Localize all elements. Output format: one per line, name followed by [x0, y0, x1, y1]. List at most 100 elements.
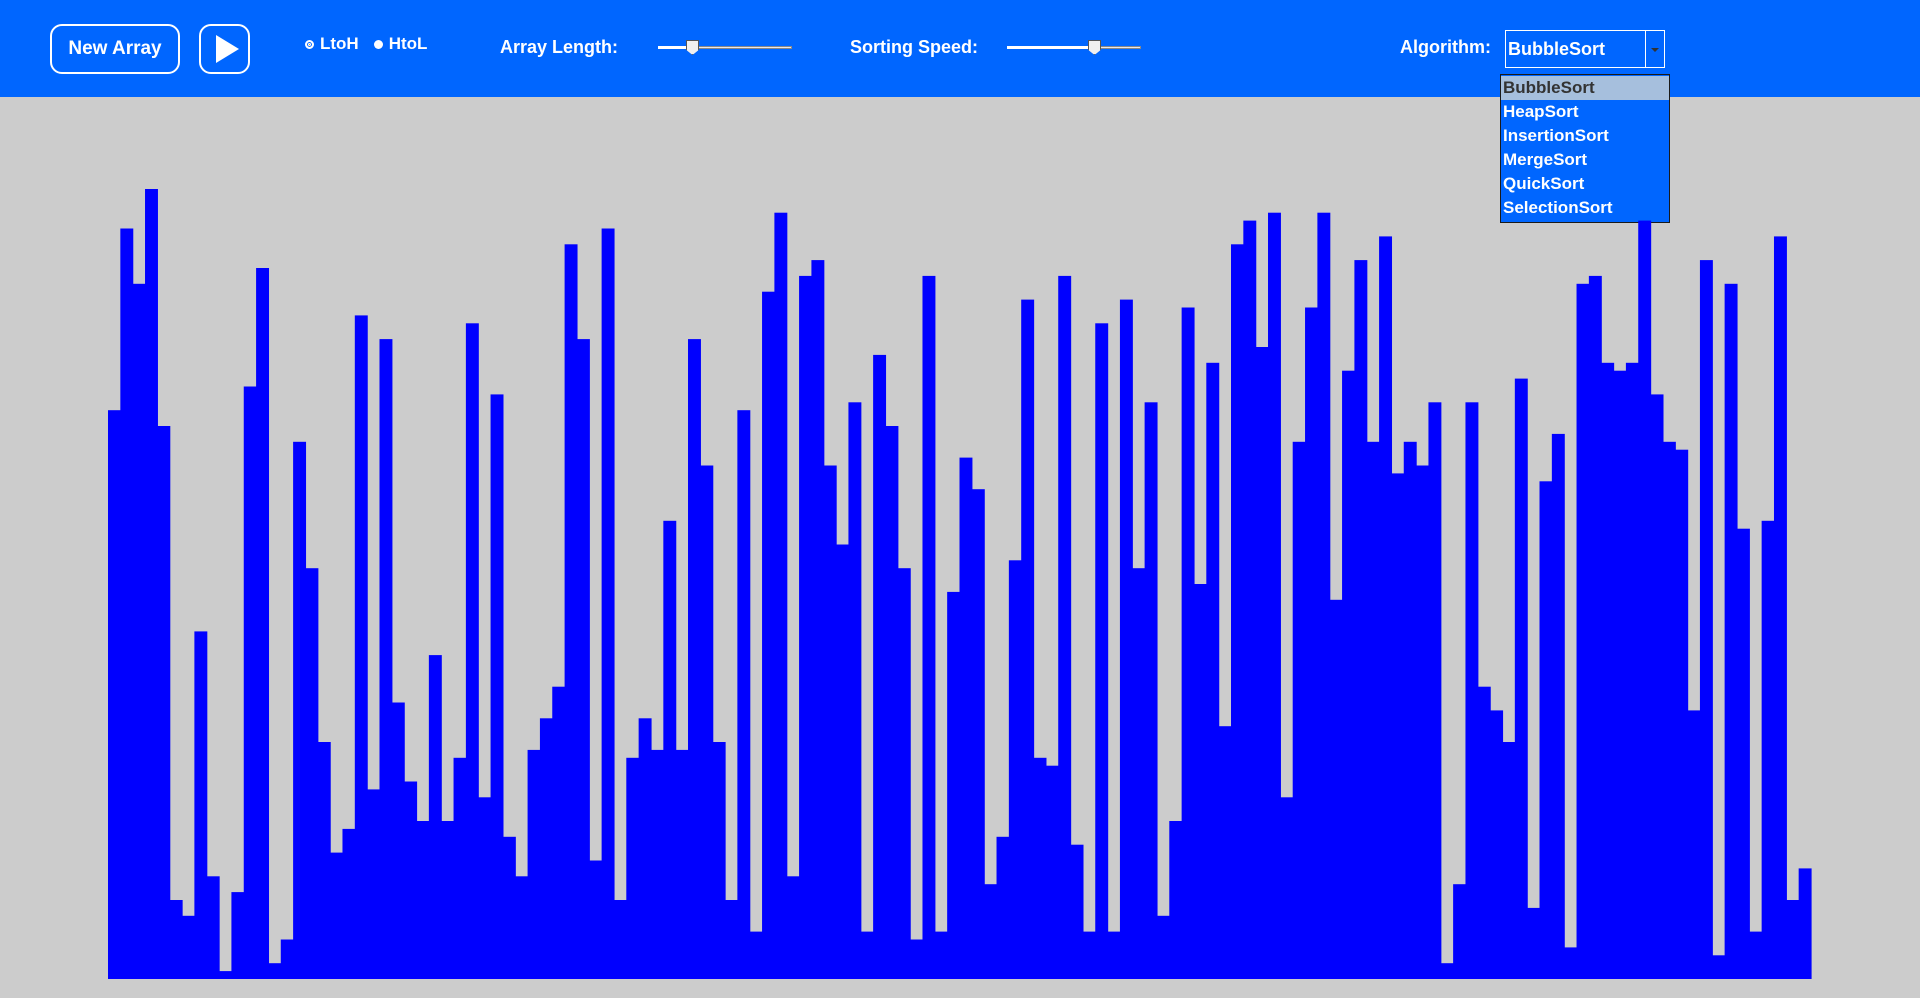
array-bar: [959, 457, 973, 980]
array-bar: [1206, 362, 1220, 979]
algorithm-option-bubblesort[interactable]: BubbleSort: [1501, 76, 1669, 100]
sorting-speed-slider[interactable]: [1007, 40, 1141, 56]
array-bar: [1070, 844, 1084, 979]
array-bar: [1008, 560, 1022, 979]
array-bar: [848, 402, 862, 979]
array-bar: [786, 876, 800, 979]
ltoh-label[interactable]: LtoH: [320, 34, 359, 53]
array-bar: [1613, 370, 1627, 979]
array-bar: [774, 212, 788, 979]
array-bar: [305, 568, 319, 979]
array-bar: [182, 915, 195, 979]
array-bar: [317, 742, 331, 979]
algorithm-select[interactable]: BubbleSort: [1505, 30, 1665, 68]
array-bar: [1156, 915, 1170, 979]
array-bar: [1218, 726, 1232, 979]
array-bar: [626, 757, 640, 979]
array-bar: [1391, 473, 1405, 979]
array-bar: [712, 742, 726, 979]
play-button[interactable]: [199, 24, 250, 74]
array-bar: [1502, 742, 1516, 979]
array-bar: [428, 655, 442, 979]
sorting-speed-thumb[interactable]: [1088, 40, 1101, 55]
array-bar: [453, 757, 467, 979]
array-bar: [539, 718, 553, 979]
array-bar: [1354, 260, 1368, 980]
array-length-label: Array Length:: [500, 37, 619, 57]
array-bar: [1021, 299, 1035, 980]
array-bar: [1687, 710, 1701, 979]
array-bar: [231, 892, 245, 979]
array-bar: [1169, 821, 1183, 979]
array-bar: [1095, 323, 1109, 979]
array-bar: [280, 939, 294, 979]
array-bar: [836, 544, 850, 979]
array-bar: [749, 931, 763, 979]
algorithm-option-heapsort[interactable]: HeapSort: [1503, 102, 1579, 121]
algorithm-option-quicksort[interactable]: QuickSort: [1503, 174, 1585, 193]
array-bar: [354, 315, 368, 979]
array-bar: [860, 931, 874, 979]
array-bar: [527, 749, 541, 979]
array-bar: [1551, 433, 1565, 979]
ltoh-radio[interactable]: [305, 39, 314, 49]
array-bar: [1650, 394, 1664, 979]
array-bar: [1465, 402, 1479, 979]
play-icon: [215, 35, 239, 63]
array-bar: [688, 339, 701, 980]
algorithm-label: Algorithm:: [1400, 37, 1491, 57]
htol-label[interactable]: HtoL: [388, 34, 428, 53]
array-bar: [1255, 347, 1269, 979]
chevron-down-icon[interactable]: [1645, 31, 1664, 67]
array-bar: [1527, 907, 1541, 979]
array-bar: [1342, 370, 1355, 979]
array-bar: [206, 876, 220, 979]
array-bar: [1588, 275, 1602, 979]
array-bar: [367, 789, 381, 979]
array-bar: [1329, 599, 1343, 979]
new-array-button[interactable]: New Array: [50, 24, 180, 74]
array-bar: [823, 465, 837, 979]
array-bar: [1119, 299, 1133, 980]
array-bar: [145, 189, 158, 979]
array-bar: [1045, 765, 1059, 979]
array-bar: [1453, 884, 1467, 979]
array-bar: [342, 828, 356, 979]
array-bar: [465, 323, 479, 979]
array-bar: [1490, 710, 1504, 979]
array-bar: [613, 900, 627, 979]
array-bar: [762, 291, 775, 979]
array-bar: [1305, 307, 1318, 979]
array-bar: [1428, 402, 1442, 979]
array-length-slider[interactable]: [658, 40, 792, 56]
array-bar: [663, 520, 677, 979]
array-bar: [1625, 362, 1639, 979]
array-length-thumb[interactable]: [686, 40, 699, 55]
array-bar: [478, 797, 492, 979]
htol-radio[interactable]: [373, 39, 383, 49]
array-bar: [502, 836, 516, 979]
array-bar: [441, 821, 455, 979]
array-bar: [910, 939, 924, 979]
array-bar: [996, 836, 1010, 979]
algorithm-option-selectionsort[interactable]: SelectionSort: [1503, 198, 1613, 217]
array-bar: [1477, 686, 1491, 979]
array-bar: [1675, 449, 1689, 979]
array-bar: [1638, 220, 1652, 980]
array-bar: [725, 900, 738, 979]
array-bar: [589, 860, 603, 979]
array-bar: [1243, 220, 1257, 980]
array-bar: [132, 283, 146, 979]
algorithm-selected-value: BubbleSort: [1508, 39, 1605, 59]
array-bar: [1761, 520, 1775, 979]
array-bar: [1576, 283, 1590, 979]
array-bar: [1699, 260, 1713, 980]
array-bar: [1193, 584, 1207, 979]
array-bar: [1058, 275, 1072, 979]
array-bar: [1379, 236, 1393, 979]
algorithm-option-mergesort[interactable]: MergeSort: [1503, 150, 1588, 169]
array-bar: [1107, 931, 1121, 979]
array-bar-chart: [108, 189, 1812, 980]
array-bar: [552, 686, 566, 979]
algorithm-option-insertionsort[interactable]: InsertionSort: [1503, 126, 1609, 145]
